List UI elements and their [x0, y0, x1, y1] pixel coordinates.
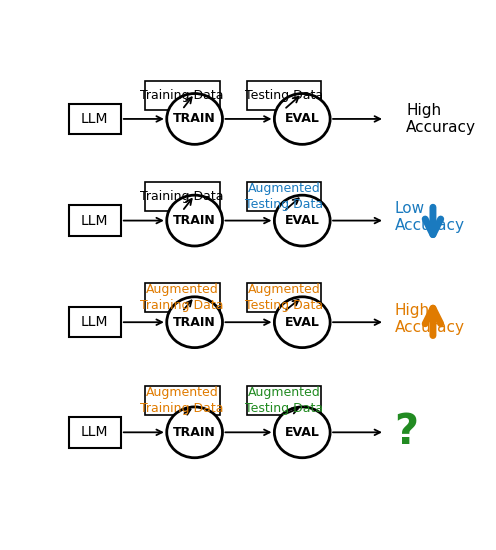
Text: Augmented
Testing Data: Augmented Testing Data [245, 283, 323, 312]
Text: Augmented
Training Data: Augmented Training Data [140, 283, 224, 312]
FancyBboxPatch shape [145, 283, 220, 312]
FancyBboxPatch shape [145, 386, 220, 415]
Text: TRAIN: TRAIN [173, 214, 216, 227]
FancyBboxPatch shape [247, 386, 321, 415]
Text: LLM: LLM [81, 315, 109, 329]
FancyBboxPatch shape [145, 81, 220, 109]
Text: EVAL: EVAL [285, 426, 320, 439]
Ellipse shape [167, 195, 223, 246]
FancyBboxPatch shape [69, 307, 121, 338]
FancyBboxPatch shape [69, 104, 121, 134]
Text: EVAL: EVAL [285, 316, 320, 329]
Text: High
Accuracy: High Accuracy [395, 302, 465, 335]
Ellipse shape [274, 407, 330, 458]
Text: Low
Accuracy: Low Accuracy [395, 201, 465, 233]
Text: TRAIN: TRAIN [173, 112, 216, 125]
Text: EVAL: EVAL [285, 112, 320, 125]
Text: Augmented
Testing Data: Augmented Testing Data [245, 183, 323, 211]
Text: Augmented
Testing Data: Augmented Testing Data [245, 386, 323, 415]
Text: High
Accuracy: High Accuracy [406, 103, 476, 135]
Ellipse shape [274, 195, 330, 246]
Text: Testing Data: Testing Data [245, 89, 323, 102]
Ellipse shape [167, 94, 223, 144]
Ellipse shape [167, 407, 223, 458]
Text: LLM: LLM [81, 112, 109, 126]
Text: Training Data: Training Data [140, 89, 224, 102]
Text: LLM: LLM [81, 213, 109, 228]
FancyBboxPatch shape [69, 417, 121, 448]
Text: TRAIN: TRAIN [173, 316, 216, 329]
Text: Augmented
Training Data: Augmented Training Data [140, 386, 224, 415]
Text: LLM: LLM [81, 425, 109, 439]
FancyBboxPatch shape [247, 81, 321, 109]
Ellipse shape [274, 297, 330, 348]
FancyBboxPatch shape [247, 283, 321, 312]
FancyBboxPatch shape [145, 183, 220, 211]
Text: TRAIN: TRAIN [173, 426, 216, 439]
Text: EVAL: EVAL [285, 214, 320, 227]
Ellipse shape [274, 94, 330, 144]
Ellipse shape [167, 297, 223, 348]
Text: Training Data: Training Data [140, 190, 224, 204]
Text: ?: ? [394, 411, 418, 453]
FancyBboxPatch shape [69, 205, 121, 236]
FancyBboxPatch shape [247, 183, 321, 211]
